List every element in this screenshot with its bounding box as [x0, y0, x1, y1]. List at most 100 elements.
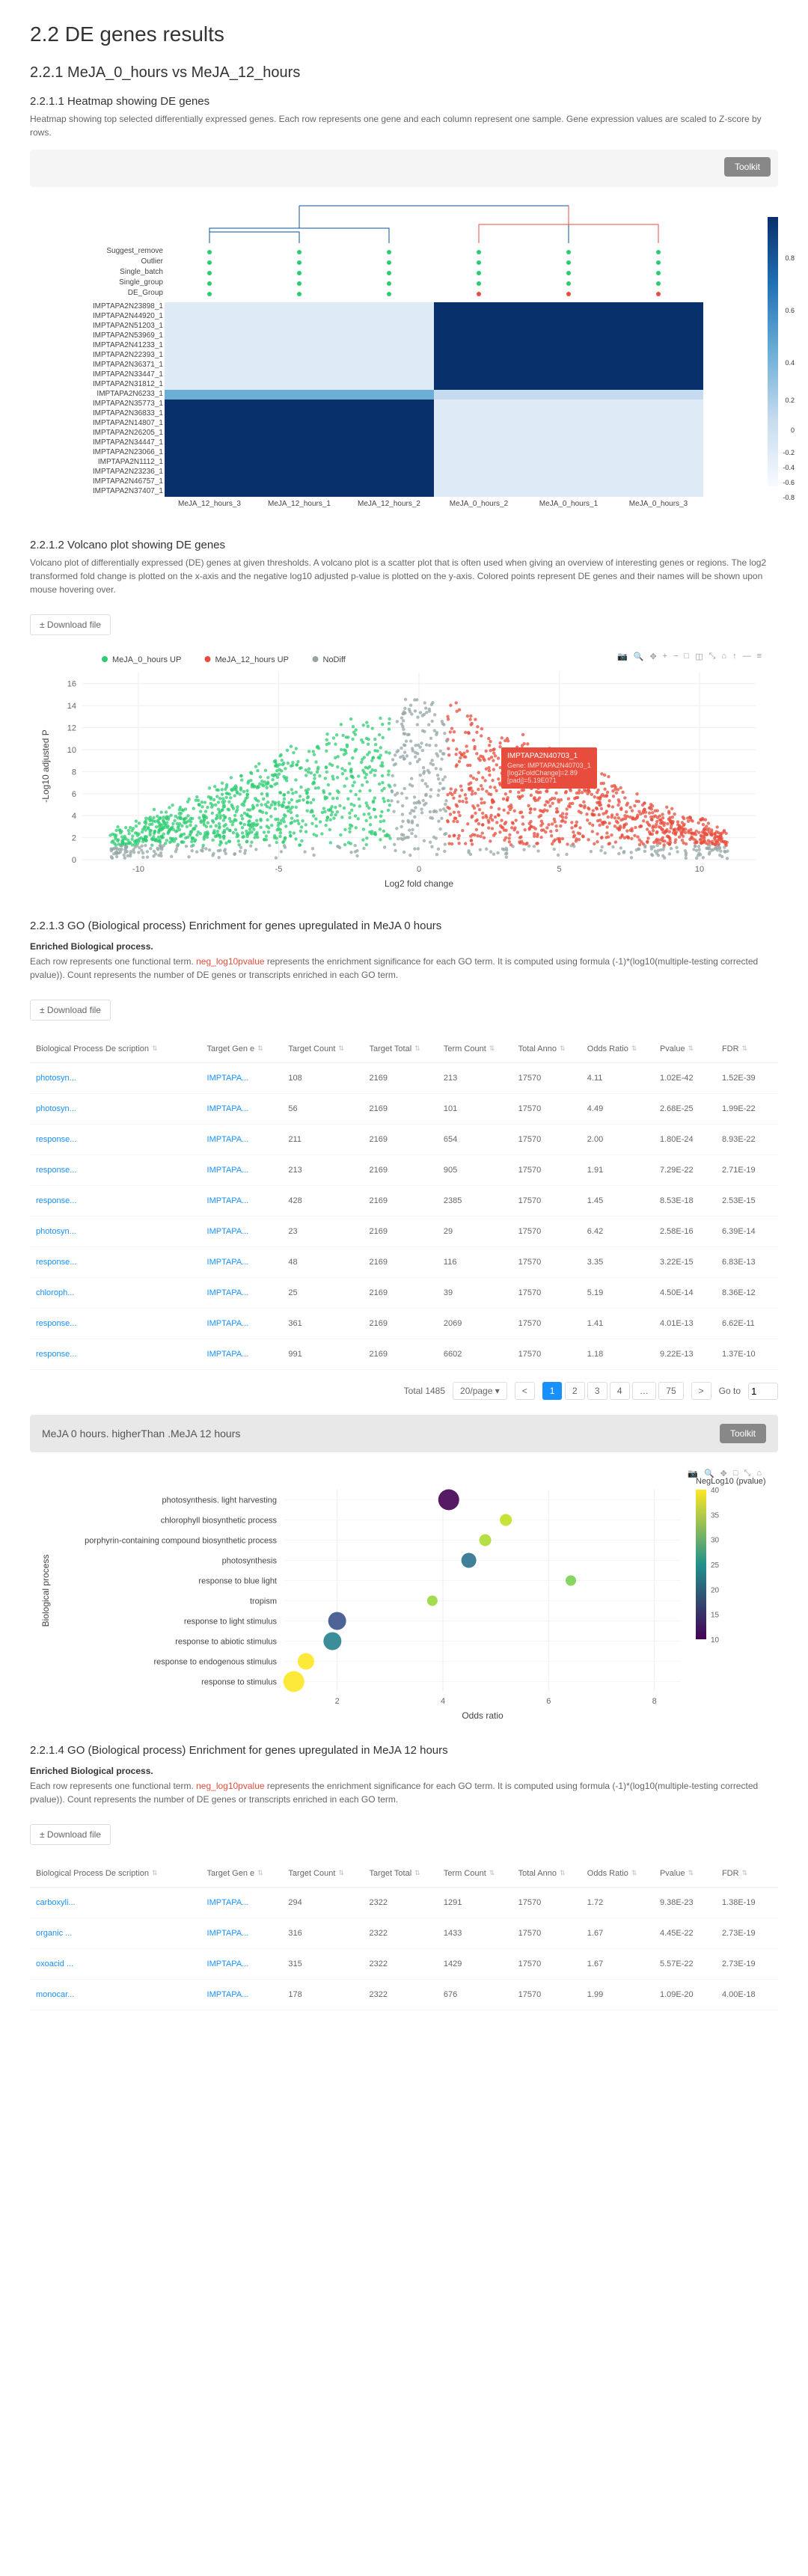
table-row[interactable]: organic ...IMPTAPA...31623221433175701.6… [30, 1918, 778, 1949]
table-header[interactable]: Target Count [282, 1035, 363, 1063]
toolkit-button[interactable]: Toolkit [720, 1424, 766, 1443]
spike-icon[interactable]: ↑ [731, 650, 738, 663]
table-cell: 116 [438, 1247, 512, 1278]
page-button[interactable]: 1 [542, 1382, 563, 1400]
toolkit-button[interactable]: Toolkit [724, 157, 771, 177]
page-button[interactable]: 75 [658, 1382, 683, 1400]
table-row[interactable]: response...IMPTAPA...482169116175703.353… [30, 1247, 778, 1278]
hover-icon[interactable]: — [741, 650, 753, 663]
table-header[interactable]: Target Total [363, 1860, 437, 1888]
autoscale-icon[interactable]: ⤡ [743, 1467, 753, 1480]
table-header[interactable]: Target Total [363, 1035, 437, 1063]
table-cell: 101 [438, 1094, 512, 1125]
table-row[interactable]: monocar...IMPTAPA...1782322676175701.991… [30, 1980, 778, 2010]
volcano-tooltip: IMPTAPA2N40703_1 Gene: IMPTAPA2N40703_1 … [501, 747, 597, 789]
table-cell: response... [30, 1155, 201, 1186]
plotly-toolbar[interactable]: 📷 🔍 ✥ + − □ ◫ ⤡ ⌂ ↑ — ≡ [616, 650, 763, 663]
table-header[interactable]: Odds Ratio [581, 1035, 654, 1063]
table-row[interactable]: photosyn...IMPTAPA...562169101175704.492… [30, 1094, 778, 1125]
table-cell: 2169 [363, 1309, 437, 1339]
table-header[interactable]: Target Count [282, 1860, 363, 1888]
table-cell: IMPTAPA... [201, 1155, 283, 1186]
reset-icon[interactable]: ⌂ [720, 650, 728, 663]
box-icon[interactable]: □ [732, 1467, 740, 1480]
table-row[interactable]: photosyn...IMPTAPA...23216929175706.422.… [30, 1217, 778, 1247]
table-header[interactable]: Total Anno [512, 1860, 581, 1888]
download-button[interactable]: ± Download file [30, 614, 111, 635]
table-cell: 48 [282, 1247, 363, 1278]
table-row[interactable]: response...IMPTAPA...99121696602175701.1… [30, 1339, 778, 1370]
table-row[interactable]: response...IMPTAPA...42821692385175701.4… [30, 1186, 778, 1217]
svg-text:Log2 fold change: Log2 fold change [385, 878, 453, 889]
table-cell: response... [30, 1125, 201, 1155]
table-row[interactable]: photosyn...IMPTAPA...1082169213175704.11… [30, 1063, 778, 1094]
lasso-icon[interactable]: ◫ [694, 650, 704, 663]
table-cell: 17570 [512, 1980, 581, 2010]
table-header[interactable]: FDR [716, 1035, 778, 1063]
page-button[interactable]: … [632, 1382, 656, 1400]
zoomout-icon[interactable]: − [672, 650, 679, 663]
table-cell: 25 [282, 1278, 363, 1309]
table-cell: 17570 [512, 1339, 581, 1370]
table-row[interactable]: response...IMPTAPA...2132169905175701.91… [30, 1155, 778, 1186]
prev-page[interactable]: < [515, 1382, 535, 1400]
table-header[interactable]: FDR [716, 1860, 778, 1888]
table-cell: chloroph... [30, 1278, 201, 1309]
box-icon[interactable]: □ [683, 650, 691, 663]
table-row[interactable]: oxoacid ...IMPTAPA...31523221429175701.6… [30, 1949, 778, 1980]
page-button[interactable]: 3 [587, 1382, 607, 1400]
table-cell: 2169 [363, 1155, 437, 1186]
page-button[interactable]: 4 [610, 1382, 630, 1400]
perpage-select[interactable]: 20/page ▾ [453, 1382, 507, 1400]
table-header[interactable]: Target Gen e [201, 1860, 283, 1888]
svg-text:response to endogenous stimulu: response to endogenous stimulus [154, 1658, 278, 1667]
table-row[interactable]: carboxyli...IMPTAPA...29423221291175701.… [30, 1888, 778, 1918]
scatter-svg: 2468photosynthesis. light harvestingchlo… [37, 1467, 771, 1722]
table-row[interactable]: response...IMPTAPA...2112169654175702.00… [30, 1125, 778, 1155]
table-row[interactable]: chloroph...IMPTAPA...25216939175705.194.… [30, 1278, 778, 1309]
table-header[interactable]: Pvalue [654, 1860, 716, 1888]
svg-text:response to light stimulus: response to light stimulus [184, 1618, 278, 1627]
heatmap-desc: Heatmap showing top selected differentia… [30, 112, 778, 139]
table-header[interactable]: Total Anno [512, 1035, 581, 1063]
svg-text:0: 0 [417, 865, 421, 874]
next-page[interactable]: > [691, 1382, 711, 1400]
table-cell: 5.57E-22 [654, 1949, 716, 1980]
table-cell: 2.73E-19 [716, 1918, 778, 1949]
page-button[interactable]: 2 [565, 1382, 585, 1400]
pan-icon[interactable]: ✥ [719, 1467, 729, 1480]
camera-icon[interactable]: 📷 [686, 1467, 700, 1480]
page-title: 2.2 DE genes results [30, 22, 778, 46]
download-button[interactable]: ± Download file [30, 1000, 111, 1021]
table-header[interactable]: Term Count [438, 1860, 512, 1888]
pan-icon[interactable]: ✥ [648, 650, 658, 663]
table-cell: 2322 [363, 1918, 437, 1949]
table-header[interactable]: Odds Ratio [581, 1860, 654, 1888]
reset-icon[interactable]: ⌂ [755, 1467, 763, 1480]
scatter-chart[interactable]: 📷 🔍 ✥ □ ⤡ ⌂ 2468photosynthesis. light ha… [37, 1467, 771, 1722]
zoomin-icon[interactable]: + [661, 650, 669, 663]
table-header[interactable]: Term Count [438, 1035, 512, 1063]
camera-icon[interactable]: 📷 [616, 650, 629, 663]
go-table-0: Biological Process De scriptionTarget Ge… [30, 1035, 778, 1370]
volcano-chart[interactable]: 📷 🔍 ✥ + − □ ◫ ⤡ ⌂ ↑ — ≡ -10-505100246810… [37, 650, 771, 890]
svg-text:10: 10 [711, 1636, 720, 1645]
compare-icon[interactable]: ≡ [756, 650, 763, 663]
table-header[interactable]: Target Gen e [201, 1035, 283, 1063]
table-header[interactable]: Pvalue [654, 1035, 716, 1063]
goto-input[interactable] [748, 1383, 778, 1400]
table-cell: 6.83E-13 [716, 1247, 778, 1278]
table-cell: 56 [282, 1094, 363, 1125]
download-button[interactable]: ± Download file [30, 1824, 111, 1845]
table-header[interactable]: Biological Process De scription [30, 1860, 201, 1888]
zoom-icon[interactable]: 🔍 [703, 1467, 716, 1480]
plotly-toolbar[interactable]: 📷 🔍 ✥ □ ⤡ ⌂ [686, 1467, 763, 1480]
table-row[interactable]: response...IMPTAPA...36121692069175701.4… [30, 1309, 778, 1339]
zoom-icon[interactable]: 🔍 [632, 650, 646, 663]
heatmap-chart[interactable]: Suggest_removeOutlierSingle_batchSingle_… [30, 202, 778, 509]
table-cell: 1291 [438, 1888, 512, 1918]
table-header[interactable]: Biological Process De scription [30, 1035, 201, 1063]
table-cell: 991 [282, 1339, 363, 1370]
table-cell: 676 [438, 1980, 512, 2010]
autoscale-icon[interactable]: ⤡ [708, 650, 717, 663]
